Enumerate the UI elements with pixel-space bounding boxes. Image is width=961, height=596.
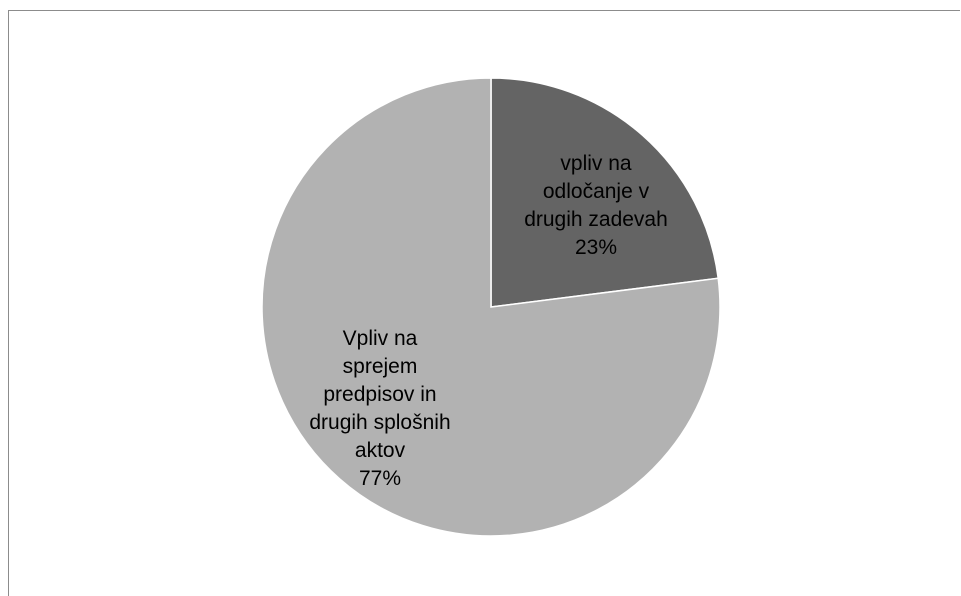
slice-label-1: vpliv na odločanje v drugih zadevah 23% xyxy=(524,152,668,259)
slice-label-line: sprejem xyxy=(343,355,418,378)
slice-label-line: drugih splošnih xyxy=(309,411,450,434)
chart-area xyxy=(8,10,960,596)
slice-label-line: Vpliv na xyxy=(343,327,418,350)
slice-label-line: vpliv na xyxy=(560,152,632,175)
pie-slice-2 xyxy=(261,77,721,537)
pie-slices xyxy=(261,77,721,537)
slice-percent-label: 23% xyxy=(575,236,617,259)
slice-label-2: Vpliv na sprejem predpisov in drugih splošn… xyxy=(309,327,450,490)
slice-label-line: odločanje v xyxy=(543,180,650,203)
slice-label-line: predpisov in xyxy=(323,383,436,406)
slice-label-line: aktov xyxy=(355,439,406,462)
pie-labels: vpliv na odločanje v drugih zadevah 23% Vpli… xyxy=(309,152,667,490)
pie-slice-1 xyxy=(490,77,720,308)
slice-label-line: drugih zadevah xyxy=(524,208,668,231)
slice-percent-label: 77% xyxy=(359,467,401,490)
